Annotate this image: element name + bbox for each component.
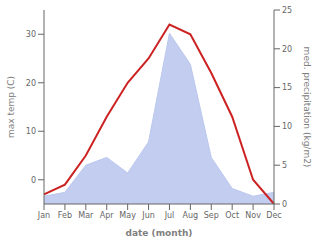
svg-text:Jan: Jan <box>37 211 50 220</box>
svg-text:Dec: Dec <box>266 211 281 220</box>
svg-text:Feb: Feb <box>58 211 72 220</box>
svg-text:date (month): date (month) <box>126 228 193 238</box>
svg-text:30: 30 <box>26 30 36 39</box>
svg-text:5: 5 <box>282 161 287 170</box>
svg-text:0: 0 <box>282 200 287 209</box>
svg-text:10: 10 <box>26 127 36 136</box>
svg-text:Jun: Jun <box>141 211 155 220</box>
svg-text:0: 0 <box>31 176 36 185</box>
svg-text:Oct: Oct <box>225 211 239 220</box>
svg-text:med. precipitation (kg/m2): med. precipitation (kg/m2) <box>302 47 310 168</box>
svg-text:Jul: Jul <box>164 211 175 220</box>
svg-text:May: May <box>119 211 136 220</box>
svg-text:20: 20 <box>282 45 292 54</box>
svg-text:Nov: Nov <box>245 211 261 220</box>
svg-text:20: 20 <box>26 79 36 88</box>
svg-text:max temp (C): max temp (C) <box>8 76 16 138</box>
svg-text:Sep: Sep <box>204 211 219 220</box>
svg-text:Apr: Apr <box>100 211 115 220</box>
svg-text:10: 10 <box>282 122 292 131</box>
svg-text:Mar: Mar <box>78 211 94 220</box>
svg-text:15: 15 <box>282 83 292 92</box>
svg-text:25: 25 <box>282 6 292 15</box>
svg-text:Aug: Aug <box>183 211 199 220</box>
